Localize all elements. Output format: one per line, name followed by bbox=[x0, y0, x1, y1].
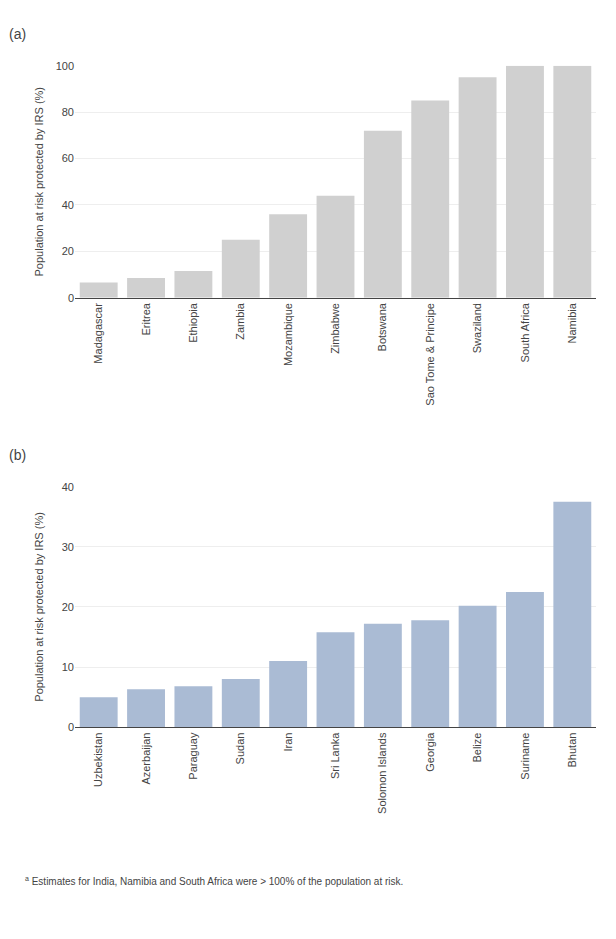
svg-text:Paraguay: Paraguay bbox=[187, 732, 199, 780]
svg-text:Eritrea: Eritrea bbox=[140, 302, 152, 335]
svg-text:Suriname: Suriname bbox=[519, 733, 531, 780]
svg-text:South Africa: South Africa bbox=[519, 302, 531, 362]
svg-text:Georgia: Georgia bbox=[424, 732, 436, 772]
svg-text:Uzbekistan: Uzbekistan bbox=[92, 733, 104, 787]
svg-text:80: 80 bbox=[62, 106, 74, 118]
svg-text:100: 100 bbox=[56, 60, 74, 72]
svg-text:Sri Lanka: Sri Lanka bbox=[329, 732, 341, 779]
svg-text:Sao Tome & Principe: Sao Tome & Principe bbox=[424, 303, 436, 406]
svg-text:​a​ Estimates for India, Namib: ​a​ Estimates for India, Namibia and Sou… bbox=[25, 875, 403, 887]
svg-text:60: 60 bbox=[62, 152, 74, 164]
svg-text:Sudan: Sudan bbox=[234, 733, 246, 765]
svg-text:Belize: Belize bbox=[471, 733, 483, 763]
svg-text:0: 0 bbox=[68, 292, 74, 304]
svg-text:Azerbaijan: Azerbaijan bbox=[140, 733, 152, 785]
svg-text:Bhutan: Bhutan bbox=[566, 733, 578, 768]
svg-text:0: 0 bbox=[68, 721, 74, 733]
svg-text:Population at risk protected b: Population at risk protected by IRS (%) bbox=[33, 512, 45, 702]
svg-text:Solomon Islands: Solomon Islands bbox=[376, 732, 388, 814]
svg-text:10: 10 bbox=[62, 661, 74, 673]
svg-text:Botswana: Botswana bbox=[376, 302, 388, 351]
svg-text:30: 30 bbox=[62, 541, 74, 553]
svg-text:Population at risk protected b: Population at risk protected by IRS (%) bbox=[33, 87, 45, 277]
svg-text:20: 20 bbox=[62, 245, 74, 257]
svg-text:Iran: Iran bbox=[282, 733, 294, 752]
svg-text:Swaziland: Swaziland bbox=[471, 303, 483, 353]
svg-text:40: 40 bbox=[62, 481, 74, 493]
svg-text:Ethiopia: Ethiopia bbox=[187, 302, 199, 343]
svg-text:(b): (b) bbox=[9, 447, 26, 463]
svg-text:40: 40 bbox=[62, 199, 74, 211]
svg-text:(a): (a) bbox=[9, 26, 26, 42]
svg-text:20: 20 bbox=[62, 601, 74, 613]
svg-text:Mozambique: Mozambique bbox=[282, 303, 294, 366]
svg-text:Zimbabwe: Zimbabwe bbox=[329, 303, 341, 354]
svg-text:Namibia: Namibia bbox=[566, 302, 578, 343]
svg-text:Zambia: Zambia bbox=[234, 302, 246, 340]
svg-text:Madagascar: Madagascar bbox=[92, 303, 104, 364]
